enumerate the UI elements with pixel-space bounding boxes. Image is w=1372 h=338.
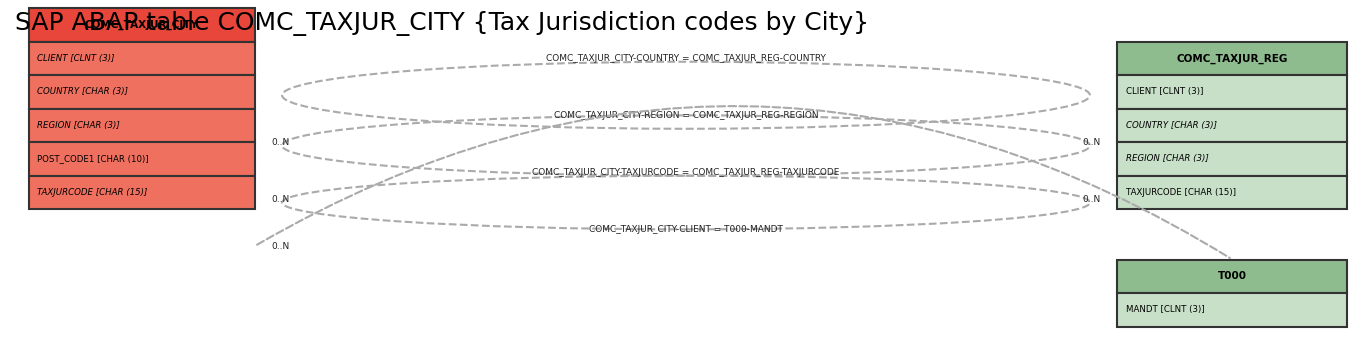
Polygon shape xyxy=(1117,176,1347,209)
Text: TAXJURCODE [CHAR (15)]: TAXJURCODE [CHAR (15)] xyxy=(37,188,147,197)
Polygon shape xyxy=(29,142,255,176)
Text: REGION [CHAR (3)]: REGION [CHAR (3)] xyxy=(37,121,119,130)
Text: COMC_TAXJUR_REG: COMC_TAXJUR_REG xyxy=(1177,53,1288,64)
Text: 0..N: 0..N xyxy=(1083,138,1100,147)
Text: COMC_TAXJUR_CITY-TAXJURCODE = COMC_TAXJUR_REG-TAXJURCODE: COMC_TAXJUR_CITY-TAXJURCODE = COMC_TAXJU… xyxy=(532,168,840,177)
Text: 0..N: 0..N xyxy=(272,242,289,250)
Text: CLIENT [CLNT (3)]: CLIENT [CLNT (3)] xyxy=(1125,88,1203,96)
Text: 0..N: 0..N xyxy=(272,138,289,147)
Text: COMC_TAXJUR_CITY-REGION = COMC_TAXJUR_REG-REGION: COMC_TAXJUR_CITY-REGION = COMC_TAXJUR_RE… xyxy=(554,111,818,120)
Polygon shape xyxy=(1117,142,1347,176)
Polygon shape xyxy=(1117,75,1347,108)
Polygon shape xyxy=(29,42,255,75)
Text: MANDT [CLNT (3)]: MANDT [CLNT (3)] xyxy=(1125,305,1205,314)
Polygon shape xyxy=(1117,260,1347,293)
Text: TAXJURCODE [CHAR (15)]: TAXJURCODE [CHAR (15)] xyxy=(1125,188,1236,197)
Polygon shape xyxy=(29,108,255,142)
Text: COMC_TAXJUR_CITY-COUNTRY = COMC_TAXJUR_REG-COUNTRY: COMC_TAXJUR_CITY-COUNTRY = COMC_TAXJUR_R… xyxy=(546,54,826,63)
Text: COUNTRY [CHAR (3)]: COUNTRY [CHAR (3)] xyxy=(37,88,128,96)
Text: COMC_TAXJUR_CITY: COMC_TAXJUR_CITY xyxy=(85,20,199,30)
Text: CLIENT [CLNT (3)]: CLIENT [CLNT (3)] xyxy=(37,54,114,63)
Text: POST_CODE1 [CHAR (10)]: POST_CODE1 [CHAR (10)] xyxy=(37,154,148,164)
Polygon shape xyxy=(29,176,255,209)
Text: 0..N: 0..N xyxy=(1083,195,1100,204)
Polygon shape xyxy=(29,75,255,108)
Text: T000: T000 xyxy=(1218,271,1247,281)
Polygon shape xyxy=(1117,293,1347,327)
Text: COMC_TAXJUR_CITY-CLIENT = T000-MANDT: COMC_TAXJUR_CITY-CLIENT = T000-MANDT xyxy=(589,225,783,234)
Text: SAP ABAP table COMC_TAXJUR_CITY {Tax Jurisdiction codes by City}: SAP ABAP table COMC_TAXJUR_CITY {Tax Jur… xyxy=(15,11,870,37)
Text: COUNTRY [CHAR (3)]: COUNTRY [CHAR (3)] xyxy=(1125,121,1217,130)
Polygon shape xyxy=(29,8,255,42)
Text: REGION [CHAR (3)]: REGION [CHAR (3)] xyxy=(1125,154,1209,164)
Polygon shape xyxy=(1117,42,1347,75)
Text: 0..N: 0..N xyxy=(272,195,289,204)
Polygon shape xyxy=(1117,108,1347,142)
